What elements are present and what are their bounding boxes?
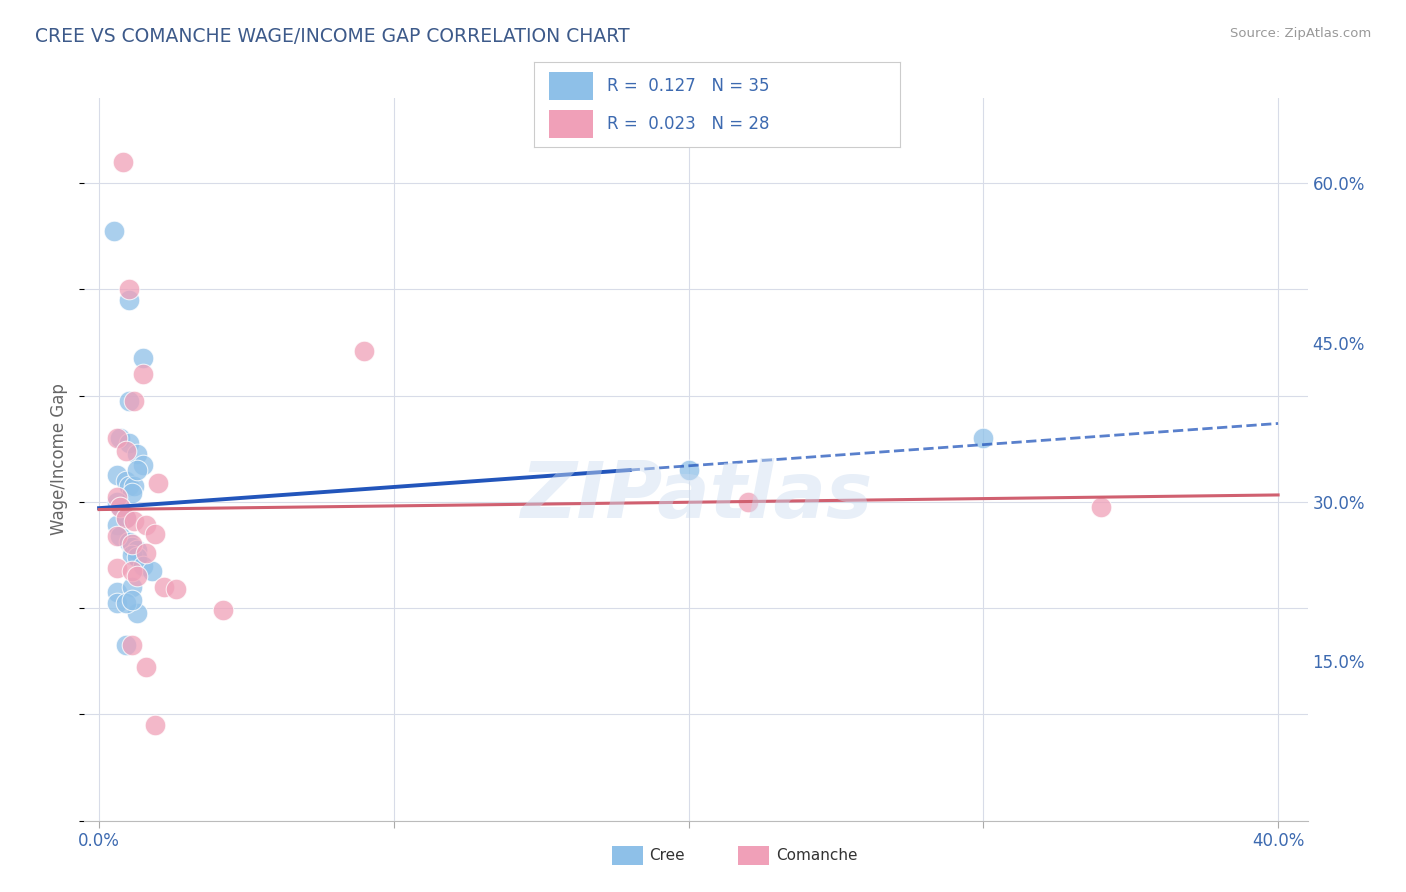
Point <box>132 368 155 382</box>
Point <box>135 518 157 533</box>
Point <box>121 580 143 594</box>
Point <box>132 558 155 573</box>
Point <box>105 529 128 543</box>
Point <box>124 514 146 528</box>
Point <box>132 351 155 366</box>
Point <box>127 607 149 621</box>
Point <box>127 463 149 477</box>
Point <box>121 540 143 554</box>
Point <box>105 518 128 533</box>
Point <box>678 463 700 477</box>
Point <box>124 393 146 408</box>
Point <box>127 569 149 583</box>
Point <box>153 580 176 594</box>
Point <box>117 282 139 296</box>
Point <box>143 526 166 541</box>
Point <box>117 293 139 307</box>
Point <box>117 479 139 493</box>
Point <box>212 603 235 617</box>
Point <box>114 596 136 610</box>
Point <box>114 638 136 652</box>
Point <box>105 596 128 610</box>
Point <box>143 718 166 732</box>
Point <box>105 468 128 483</box>
Point <box>108 500 131 515</box>
Point <box>105 585 128 599</box>
Point <box>114 474 136 488</box>
Point <box>127 542 149 557</box>
Point <box>141 564 163 578</box>
Point <box>1090 500 1112 515</box>
Point <box>165 582 187 596</box>
Point <box>135 546 157 560</box>
Bar <box>548 110 593 138</box>
Point <box>353 344 375 359</box>
Point <box>117 393 139 408</box>
Point <box>114 511 136 525</box>
Point <box>121 548 143 562</box>
Point <box>108 431 131 445</box>
Text: Comanche: Comanche <box>776 848 858 863</box>
Text: Source: ZipAtlas.com: Source: ZipAtlas.com <box>1230 27 1371 40</box>
Y-axis label: Wage/Income Gap: Wage/Income Gap <box>51 384 69 535</box>
Point <box>972 431 994 445</box>
Point <box>114 511 136 525</box>
Point <box>132 458 155 472</box>
Point <box>737 495 759 509</box>
Point <box>121 592 143 607</box>
Point <box>105 561 128 575</box>
Point <box>108 500 131 515</box>
Text: ZIPatlas: ZIPatlas <box>520 458 872 533</box>
Point <box>105 490 128 504</box>
Bar <box>548 71 593 100</box>
Point <box>121 486 143 500</box>
Point <box>108 529 131 543</box>
Point <box>146 475 169 490</box>
Point <box>114 443 136 458</box>
Point <box>105 495 128 509</box>
Point <box>105 431 128 445</box>
Text: CREE VS COMANCHE WAGE/INCOME GAP CORRELATION CHART: CREE VS COMANCHE WAGE/INCOME GAP CORRELA… <box>35 27 630 45</box>
Text: R =  0.023   N = 28: R = 0.023 N = 28 <box>607 115 770 133</box>
Point <box>117 436 139 450</box>
Text: R =  0.127   N = 35: R = 0.127 N = 35 <box>607 77 770 95</box>
Point <box>135 659 157 673</box>
Point <box>103 224 125 238</box>
Point <box>127 447 149 461</box>
Point <box>121 564 143 578</box>
Point <box>121 638 143 652</box>
Point <box>121 537 143 551</box>
Text: Cree: Cree <box>650 848 685 863</box>
Point <box>127 550 149 565</box>
Point <box>124 479 146 493</box>
Point <box>111 154 134 169</box>
Point <box>117 535 139 549</box>
